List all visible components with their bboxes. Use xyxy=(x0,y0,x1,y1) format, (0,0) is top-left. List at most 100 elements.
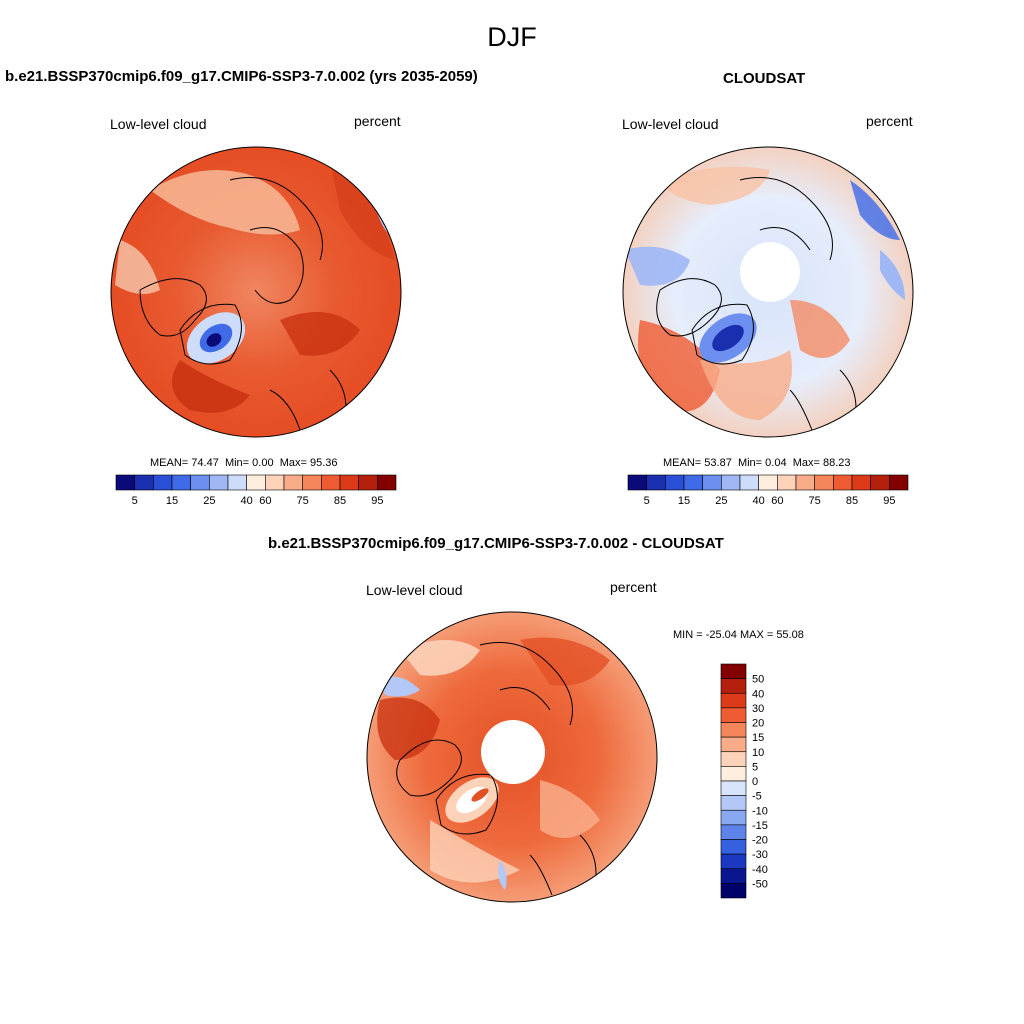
model-colorbar-swatch xyxy=(265,474,285,491)
diff-colorbar-tick-label: -30 xyxy=(752,849,768,861)
diff-colorbar-swatch xyxy=(720,839,747,855)
model-mean-label: MEAN= xyxy=(150,457,189,469)
obs-colorbar-swatch xyxy=(627,474,647,491)
model-colorbar-swatch xyxy=(153,474,173,491)
diff-colorbar-tick-label: 30 xyxy=(752,703,764,715)
obs-mean-label: MEAN= xyxy=(663,457,702,469)
model-colorbar-swatch xyxy=(339,474,359,491)
diff-colorbar-swatch xyxy=(720,751,747,767)
obs-colorbar-tick-label: 85 xyxy=(846,495,858,507)
model-colorbar-swatch xyxy=(321,474,341,491)
model-mean-value: 74.47 xyxy=(191,457,219,469)
obs-colorbar-swatch xyxy=(777,474,797,491)
obs-panel-title: CLOUDSAT xyxy=(723,70,806,87)
obs-colorbar-swatch xyxy=(758,474,778,491)
obs-colorbar-tick-label: 95 xyxy=(883,495,895,507)
obs-colorbar-tick-label: 40 xyxy=(753,495,765,507)
diff-units-label: percent xyxy=(610,579,657,595)
diff-colorbar-swatch xyxy=(720,722,747,738)
model-colorbar-tick-label: 60 xyxy=(259,495,271,507)
model-min-value: 0.00 xyxy=(252,457,274,469)
obs-stats: MEAN= 53.87 Min= 0.04 Max= 88.23 xyxy=(663,457,851,469)
obs-map-border xyxy=(622,146,914,438)
diff-panel-title: b.e21.BSSP370cmip6.f09_g17.CMIP6-SSP3-7.… xyxy=(268,535,724,552)
model-colorbar-tick-label: 5 xyxy=(132,495,138,507)
model-colorbar-tick-label: 15 xyxy=(166,495,178,507)
diff-colorbar-swatch xyxy=(720,824,747,840)
obs-map xyxy=(622,146,914,438)
obs-colorbar-swatch xyxy=(702,474,722,491)
obs-colorbar-swatch xyxy=(814,474,834,491)
diff-colorbar-swatch xyxy=(720,736,747,753)
obs-max-label: Max= xyxy=(792,457,820,469)
diff-colorbar-tick-label: 10 xyxy=(752,747,764,759)
diff-colorbar-tick-label: -20 xyxy=(752,835,768,847)
diff-colorbar-tick-label: 5 xyxy=(752,761,758,773)
model-colorbar-swatch xyxy=(227,474,247,491)
diff-colorbar-tick-label: -10 xyxy=(752,805,768,817)
diff-map-border xyxy=(366,611,658,903)
model-colorbar: 5 15 25 40 60 75 85 95 xyxy=(115,474,397,507)
model-colorbar-swatch xyxy=(358,474,378,491)
obs-colorbar-tick-label: 75 xyxy=(809,495,821,507)
diff-colorbar-tick-label: 15 xyxy=(752,732,764,744)
obs-colorbar-swatch xyxy=(889,474,909,491)
model-colorbar-tick-label: 95 xyxy=(371,495,383,507)
diff-colorbar-swatch xyxy=(720,868,747,884)
model-map-border xyxy=(110,146,402,438)
model-variable-label: Low-level cloud xyxy=(110,116,207,132)
diff-variable-label: Low-level cloud xyxy=(366,582,463,598)
diff-colorbar-swatch xyxy=(720,883,747,899)
diff-colorbar-tick-label: -15 xyxy=(752,820,768,832)
model-colorbar-swatch xyxy=(283,474,303,491)
obs-colorbar-swatch xyxy=(683,474,703,491)
obs-polar-hole xyxy=(740,242,800,302)
model-colorbar-swatch xyxy=(246,474,266,491)
diff-colorbar-swatch xyxy=(720,678,747,694)
diff-colorbar-tick-label: 40 xyxy=(752,688,764,700)
obs-colorbar-tick-label: 15 xyxy=(678,495,690,507)
model-colorbar-swatch xyxy=(190,474,210,491)
model-colorbar-swatch xyxy=(171,474,191,491)
obs-colorbar-swatch xyxy=(870,474,890,491)
obs-max-value: 88.23 xyxy=(822,457,851,469)
diff-colorbar-tick-label: -40 xyxy=(752,864,768,876)
model-colorbar-tick-label: 40 xyxy=(241,495,253,507)
model-units-label: percent xyxy=(354,113,401,129)
model-max-label: Max= xyxy=(279,457,307,469)
obs-colorbar-tick-label: 25 xyxy=(715,495,727,507)
obs-mean-value: 53.87 xyxy=(704,457,732,469)
diff-map xyxy=(366,611,658,903)
diff-colorbar-tick-label: -5 xyxy=(752,791,762,803)
obs-colorbar-swatch xyxy=(721,474,741,491)
diff-colorbar-tick-label: 0 xyxy=(752,776,758,788)
model-colorbar-swatch xyxy=(115,474,135,491)
obs-colorbar-swatch xyxy=(833,474,853,491)
diff-colorbar-swatch xyxy=(720,853,747,870)
obs-min-value: 0.04 xyxy=(765,457,787,469)
model-min-label: Min= xyxy=(224,457,250,469)
diff-colorbar-swatch xyxy=(720,809,747,826)
model-panel-title: b.e21.BSSP370cmip6.f09_g17.CMIP6-SSP3-7.… xyxy=(5,68,478,85)
diff-colorbar-swatch xyxy=(720,707,747,723)
model-max-value: 95.36 xyxy=(309,457,338,469)
diff-colorbar-swatch xyxy=(720,692,747,709)
model-colorbar-tick-label: 25 xyxy=(203,495,215,507)
diff-colorbar-swatch xyxy=(720,795,747,811)
obs-min-label: Min= xyxy=(737,457,763,469)
obs-units-label: percent xyxy=(866,113,913,129)
diff-colorbar-swatch xyxy=(720,663,747,679)
obs-variable-label: Low-level cloud xyxy=(622,116,719,132)
diff-colorbar-tick-label: 50 xyxy=(752,674,764,686)
obs-colorbar-swatch xyxy=(665,474,685,491)
diff-colorbar-tick-label: 20 xyxy=(752,718,764,730)
diff-polar-hole xyxy=(481,720,545,784)
model-map xyxy=(110,146,402,438)
obs-colorbar: 5 15 25 40 60 75 85 95 xyxy=(627,474,909,507)
obs-colorbar-swatch xyxy=(851,474,871,491)
obs-colorbar-swatch xyxy=(646,474,666,491)
model-colorbar-tick-label: 85 xyxy=(334,495,346,507)
model-colorbar-tick-label: 75 xyxy=(297,495,309,507)
diff-colorbar-swatch xyxy=(720,766,747,782)
